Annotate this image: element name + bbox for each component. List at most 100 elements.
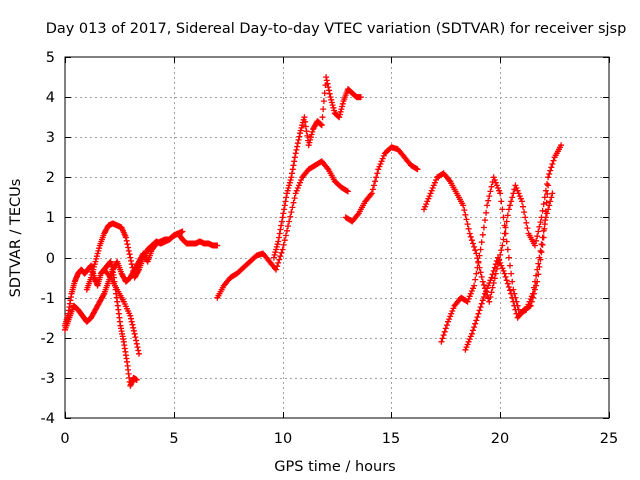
- y-tick-labels: -4 -3 -2 -1 0 1 2 3 4 5: [41, 50, 55, 427]
- data-point: [292, 150, 299, 157]
- data-point: [450, 305, 457, 312]
- data-point: [289, 166, 296, 173]
- data-point: [508, 290, 515, 297]
- data-point: [511, 302, 518, 309]
- data-point: [433, 177, 439, 183]
- data-point: [286, 218, 293, 225]
- data-point: [309, 128, 316, 135]
- data-point: [373, 174, 380, 181]
- series-arc-8: [421, 142, 565, 305]
- data-point: [298, 124, 305, 131]
- data-point: [507, 202, 513, 209]
- data-point: [471, 282, 478, 289]
- data-point: [336, 114, 343, 121]
- data-point: [498, 198, 505, 205]
- data-point: [468, 288, 475, 294]
- data-point: [324, 80, 331, 87]
- data-point: [462, 346, 469, 353]
- data-point: [278, 218, 285, 225]
- data-point: [530, 290, 537, 297]
- data-point: [505, 284, 512, 290]
- x-tick-label: 5: [169, 431, 178, 447]
- data-point: [532, 242, 538, 249]
- grid-lines: [65, 57, 609, 418]
- data-point: [533, 282, 540, 289]
- series-arc-3: [83, 220, 186, 293]
- y-tick-label: 2: [46, 170, 55, 186]
- data-point: [377, 161, 384, 167]
- data-point: [522, 214, 529, 221]
- data-point: [558, 142, 565, 149]
- data-point: [470, 327, 476, 334]
- data-point: [512, 306, 519, 313]
- plot-frame: [64, 56, 610, 419]
- data-point: [130, 324, 137, 331]
- data-point: [135, 267, 142, 274]
- data-point: [302, 118, 309, 125]
- data-point: [127, 312, 134, 319]
- y-tick-label: 0: [46, 251, 55, 267]
- data-point: [291, 158, 298, 165]
- data-point: [89, 269, 96, 276]
- data-point: [468, 237, 475, 244]
- data-point: [375, 166, 382, 173]
- data-point: [127, 254, 134, 261]
- data-point: [467, 290, 474, 297]
- data-point: [465, 338, 472, 345]
- data-point: [128, 318, 135, 325]
- data-point: [367, 191, 374, 198]
- data-point: [474, 264, 481, 271]
- data-point: [527, 302, 534, 309]
- x-tick-label: 25: [600, 431, 618, 447]
- data-point: [515, 190, 522, 197]
- data-point: [125, 247, 132, 254]
- data-point: [275, 238, 282, 245]
- data-point: [539, 241, 546, 248]
- data-point: [275, 259, 282, 266]
- data-point: [130, 327, 137, 334]
- data-point: [286, 182, 293, 189]
- data-point: [130, 267, 137, 274]
- data-point: [441, 328, 448, 335]
- data-point: [92, 258, 99, 265]
- data-point: [132, 334, 139, 341]
- data-point: [507, 287, 513, 294]
- data-point: [537, 247, 544, 254]
- data-point: [545, 182, 552, 189]
- data-point: [544, 191, 551, 197]
- series-arc-6: [270, 74, 364, 261]
- data-point: [344, 188, 351, 195]
- data-point: [122, 234, 129, 241]
- data-point: [288, 209, 295, 216]
- data-point: [487, 188, 494, 195]
- data-point: [542, 217, 549, 224]
- data-point: [476, 252, 483, 259]
- data-point: [468, 330, 475, 337]
- data-point: [472, 320, 479, 327]
- data-point: [479, 297, 486, 304]
- data-point: [508, 198, 515, 205]
- data-point: [323, 74, 330, 81]
- data-point: [323, 77, 330, 84]
- data-point: [368, 190, 375, 197]
- data-point: [479, 231, 486, 238]
- data-point: [510, 190, 517, 197]
- data-point: [526, 303, 533, 310]
- data-point: [465, 225, 472, 232]
- data-point: [510, 286, 517, 293]
- data-point: [293, 187, 300, 194]
- data-point: [490, 267, 497, 274]
- series-arc-10: [462, 182, 552, 353]
- data-point: [88, 274, 95, 281]
- data-point: [541, 194, 548, 201]
- data-point: [533, 237, 540, 244]
- data-point: [478, 300, 485, 307]
- data-point: [374, 170, 381, 177]
- data-point: [529, 294, 536, 301]
- x-axis-label: GPS time / hours: [274, 459, 395, 475]
- series-arc-9: [438, 174, 556, 345]
- data-point: [330, 104, 337, 111]
- data-point: [133, 340, 140, 347]
- data-point: [535, 228, 542, 235]
- data-point: [136, 350, 142, 357]
